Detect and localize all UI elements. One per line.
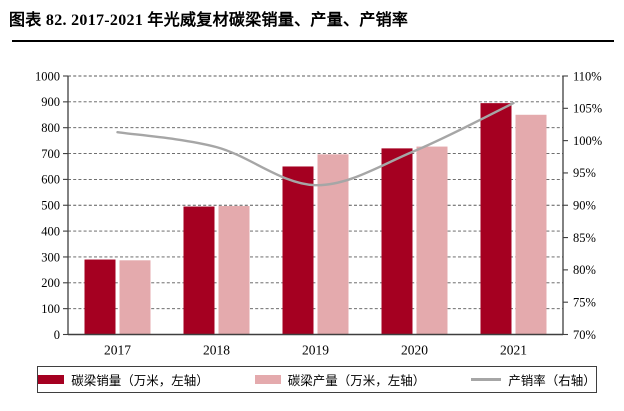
right-axis-tick-label: 100%	[573, 134, 602, 148]
x-axis-label: 2017	[104, 343, 131, 358]
left-axis-tick-label: 300	[41, 250, 60, 264]
right-axis-tick-label: 90%	[573, 199, 596, 213]
left-axis-tick-label: 900	[41, 95, 60, 109]
right-axis-tick-label: 105%	[573, 102, 602, 116]
sales-bar-swatch-icon	[38, 375, 65, 384]
production-bar-2020	[416, 146, 448, 335]
chart-legend: 碳梁销量（万米，左轴） 碳梁产量（万米，左轴） 产销率（右轴）	[37, 366, 597, 393]
legend-item-sales: 碳梁销量（万米，左轴）	[38, 370, 209, 389]
left-axis-tick-label: 400	[41, 224, 60, 238]
sales-bar-2017	[84, 259, 116, 335]
x-axis-label: 2021	[500, 343, 527, 358]
right-axis-tick-label: 80%	[573, 263, 596, 277]
legend-label-sales: 碳梁销量（万米，左轴）	[71, 374, 209, 388]
left-axis-tick-label: 1000	[35, 69, 60, 83]
legend-label-production: 碳梁产量（万米，左轴）	[287, 374, 426, 388]
right-axis-tick-label: 85%	[573, 231, 596, 245]
legend-item-ratio: 产销率（右轴）	[471, 370, 596, 389]
combo-chart-plot: 0 100 200 300 400 500 600 700 800 900 1000 70% 75% 80…	[35, 69, 602, 358]
x-axis-label: 2020	[401, 343, 428, 358]
right-axis-tick-label: 70%	[573, 328, 596, 342]
sales-bar-2021	[480, 103, 512, 335]
left-axis-tick-label: 200	[41, 276, 60, 290]
production-bar-2018	[218, 206, 250, 335]
left-axis-tick-label: 600	[41, 173, 60, 187]
left-axis-tick-label: 800	[41, 121, 60, 135]
sales-bar-2019	[282, 166, 314, 335]
sales-bar-2018	[183, 206, 215, 335]
production-bar-2017	[119, 260, 151, 335]
right-axis-tick-label: 95%	[573, 166, 596, 180]
ratio-line-swatch-icon	[471, 378, 502, 381]
x-axis-label: 2018	[203, 343, 230, 358]
left-axis-tick-label: 0	[54, 328, 60, 342]
x-axis-label: 2019	[302, 343, 329, 358]
right-axis-tick-label: 110%	[573, 69, 602, 83]
sales-bar-2020	[381, 148, 413, 335]
legend-item-production: 碳梁产量（万米，左轴）	[254, 370, 426, 389]
legend-label-ratio: 产销率（右轴）	[508, 374, 596, 388]
figure-title: 图表 82. 2017-2021 年光威复材碳梁销量、产量、产销率	[9, 12, 409, 29]
ratio-line	[116, 101, 515, 187]
left-axis-tick-label: 700	[41, 147, 60, 161]
left-axis-tick-label: 100	[41, 302, 60, 316]
production-bar-2021	[515, 114, 547, 335]
left-axis-tick-label: 500	[41, 199, 60, 213]
right-axis-tick-label: 75%	[573, 295, 596, 309]
title-divider	[12, 40, 614, 42]
production-bar-swatch-icon	[254, 375, 281, 384]
